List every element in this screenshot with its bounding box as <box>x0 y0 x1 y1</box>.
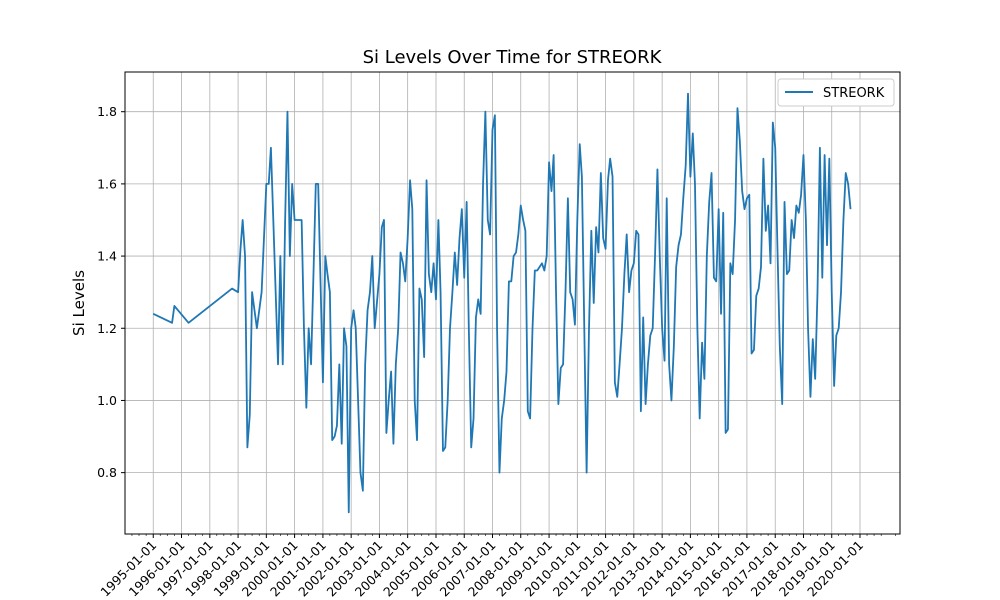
series-line-streork <box>152 92 852 514</box>
y-tick-label: 1.2 <box>97 321 117 336</box>
chart-title: Si Levels Over Time for STREORK <box>363 47 663 68</box>
y-axis: 0.8 1.0 1.2 1.4 1.6 1.8 <box>97 104 125 480</box>
y-tick-label: 1.6 <box>97 176 117 191</box>
y-axis-label: Si Levels <box>70 270 88 336</box>
y-tick-label: 1.4 <box>97 249 117 264</box>
y-tick-label: 1.8 <box>97 104 117 119</box>
plot-frame <box>124 71 901 535</box>
y-tick-label: 1.0 <box>97 393 117 408</box>
legend: STREORK <box>777 78 895 107</box>
legend-label: STREORK <box>823 86 885 101</box>
y-tick-label: 0.8 <box>97 465 117 480</box>
series-layer <box>152 92 852 514</box>
x-axis: 1995-01-011996-01-011997-01-011998-01-01… <box>97 534 896 599</box>
legend-box <box>777 78 895 107</box>
